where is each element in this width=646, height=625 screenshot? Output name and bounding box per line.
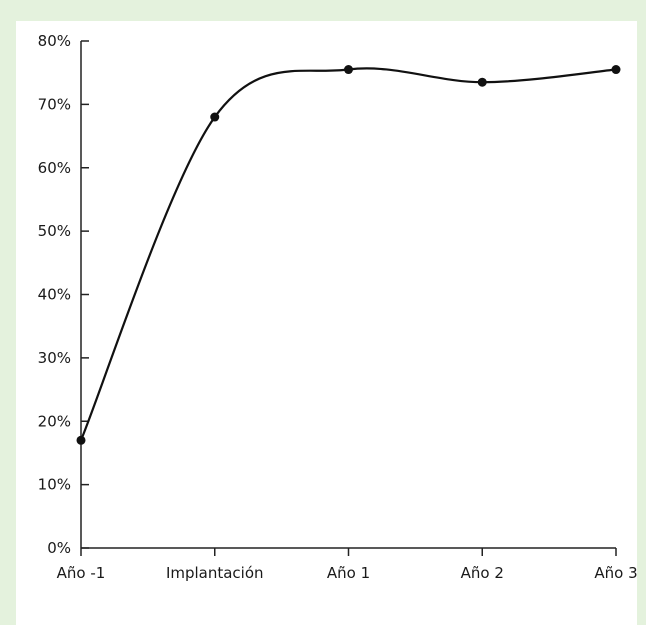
data-point <box>611 65 621 75</box>
line-chart: 0% 10% 20% 30% 40% 50% 60% 70% 80% Año -1 Implant… <box>38 32 637 582</box>
y-tick-label: 10% <box>38 476 71 494</box>
y-tick-label: 0% <box>47 539 71 557</box>
x-tick-label: Año 1 <box>327 564 370 582</box>
series-line-group <box>76 65 621 445</box>
x-tick-label: Implantación <box>166 564 264 582</box>
data-point <box>210 112 220 122</box>
x-tick-label: Año 3 <box>594 564 637 582</box>
x-tick-label: Año 2 <box>461 564 504 582</box>
x-tick-label: Año -1 <box>57 564 106 582</box>
y-tick-label: 30% <box>38 349 71 367</box>
y-axis: 0% 10% 20% 30% 40% 50% 60% 70% 80% <box>38 32 89 557</box>
y-tick-label: 60% <box>38 159 71 177</box>
chart-frame: 0% 10% 20% 30% 40% 50% 60% 70% 80% Año -1 Implant… <box>16 21 637 625</box>
data-point <box>344 65 353 75</box>
y-tick-label: 50% <box>38 222 71 240</box>
x-axis: Año -1 Implantación Año 1 Año 2 Año 3 <box>57 547 637 582</box>
data-point <box>477 77 487 87</box>
series-line <box>79 67 617 441</box>
y-tick-label: 20% <box>38 412 71 430</box>
y-tick-label: 80% <box>38 32 71 50</box>
data-point <box>76 435 86 445</box>
y-tick-label: 70% <box>38 95 71 113</box>
y-tick-label: 40% <box>38 286 71 304</box>
